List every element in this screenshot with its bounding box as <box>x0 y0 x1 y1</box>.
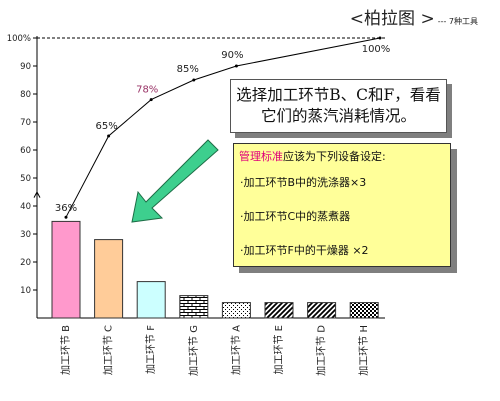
cumulative-label: 90% <box>221 50 243 61</box>
y-tick-label: 100% <box>7 34 31 44</box>
axis-break-mark <box>33 190 41 198</box>
bar <box>264 302 294 319</box>
green-arrow-icon <box>131 139 219 223</box>
chart-bars <box>51 220 379 319</box>
cumulative-label: 65% <box>95 121 117 132</box>
cumulative-curve <box>65 37 381 218</box>
x-tick-label: 加工环节 B <box>60 325 72 375</box>
cumulative-point <box>378 36 382 40</box>
y-tick-label: 40 <box>20 202 31 212</box>
cumulative-point <box>149 98 153 102</box>
y-tick-label: 20 <box>20 258 31 268</box>
cumulative-label: 36% <box>55 203 77 214</box>
cumulative-point <box>234 64 238 68</box>
x-tick-label: 加工环节 A <box>230 325 242 375</box>
chart-axes: 10 20 30 40 50 60 70 80 90 100% 加工环节 B 加工环节 C 加工环节 F… <box>7 34 385 376</box>
y-tick-label: 80 <box>20 90 31 100</box>
arrow-layer <box>131 139 219 223</box>
info-heading: 管理标准应该为下列设备设定: <box>239 148 386 164</box>
x-tick-label: 加工环节 C <box>103 325 115 375</box>
bar <box>94 239 124 319</box>
info-heading-highlight: 管理标准 <box>239 150 283 163</box>
y-tick-label: 70 <box>20 118 31 128</box>
info-item-2: ·加工环节C中的蒸煮器 <box>240 210 351 223</box>
info-heading-rest: 应该为下列设备设定: <box>283 150 386 163</box>
cumulative-point <box>64 215 68 219</box>
bar <box>349 302 379 319</box>
y-tick-label: 30 <box>20 230 31 240</box>
callout-line-1: 选择加工环节B、C和F，看看 <box>236 86 441 104</box>
callout-box: 选择加工环节B、C和F，看看 它们的蒸汽消耗情况。 <box>230 79 447 133</box>
title-subtitle: --- 7种工具 <box>437 17 478 26</box>
info-item-3: ·加工环节F中的干燥器 ×2 <box>240 244 369 257</box>
management-standard-box: 管理标准应该为下列设备设定: ·加工环节B中的洗涤器×3 ·加工环节C中的蒸煮器… <box>233 143 451 267</box>
info-item-1: ·加工环节B中的洗涤器×3 <box>240 176 367 189</box>
y-tick-label: 90 <box>20 62 31 72</box>
y-tick-label: 10 <box>20 286 31 296</box>
x-tick-label: 加工环节 E <box>273 325 285 375</box>
bar <box>307 302 337 319</box>
y-tick-label: 50 <box>20 174 31 184</box>
bar <box>136 281 166 319</box>
x-tick-label: 加工环节 F <box>145 325 157 374</box>
y-tick-label: 60 <box>20 146 31 156</box>
cumulative-point <box>107 134 111 138</box>
slide-title: <柏拉图 > --- 7种工具 <box>349 4 478 29</box>
title-main: <柏拉图 > <box>349 9 435 29</box>
bar <box>179 295 209 319</box>
x-tick-label: 加工环节 H <box>358 325 370 376</box>
x-tick-label: 加工环节 D <box>316 325 328 376</box>
cumulative-line: 36% 65% 78% 85% 90% 100% <box>55 36 391 219</box>
bar <box>51 220 81 319</box>
cumulative-label: 85% <box>177 64 199 75</box>
green-arrow-shape <box>131 139 219 223</box>
cumulative-point <box>192 78 196 82</box>
x-tick-label: 加工环节 G <box>188 325 200 376</box>
callout-line-2: 它们的蒸汽消耗情况。 <box>260 107 416 125</box>
cumulative-label: 78% <box>136 85 158 96</box>
cumulative-label: 100% <box>362 44 391 55</box>
bar <box>221 302 251 319</box>
